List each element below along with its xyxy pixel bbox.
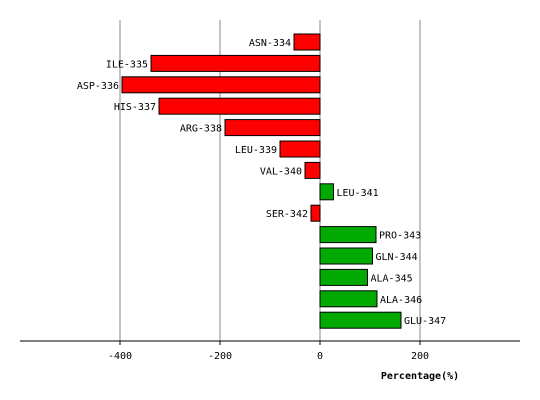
- x-tick-label: 0: [317, 351, 323, 362]
- grid-lines: [119, 20, 421, 341]
- bar: [319, 226, 377, 244]
- bar: [319, 311, 402, 329]
- bar-label: HIS-337: [114, 102, 156, 113]
- bar: [279, 140, 321, 158]
- bar: [319, 290, 378, 308]
- x-axis-ticks: -400 -200 0 200: [108, 341, 429, 362]
- bar-label: PRO-343: [379, 231, 421, 242]
- bar-label: VAL-340: [260, 166, 302, 177]
- bar: [224, 119, 321, 137]
- bar: [310, 204, 321, 222]
- bar-label: ASP-336: [77, 81, 119, 92]
- bar-label: LEU-341: [337, 188, 379, 199]
- bar: [304, 161, 321, 179]
- bar-label: ARG-338: [180, 124, 222, 135]
- bar: [150, 54, 321, 72]
- x-tick-label: 200: [411, 351, 429, 362]
- bar-label: GLU-347: [404, 316, 446, 327]
- bar: [319, 183, 334, 201]
- bar-label: ASN-334: [249, 38, 291, 49]
- bar-label: ALA-346: [380, 295, 422, 306]
- bar: [319, 247, 373, 265]
- bar: [121, 76, 321, 94]
- bar-label: LEU-339: [235, 145, 277, 156]
- bar-label: SER-342: [266, 209, 308, 220]
- bar-labels: ASN-334 ILE-335 ASP-336 HIS-337 ARG-338 LEU-3…: [77, 38, 446, 327]
- x-tick-label: -400: [108, 351, 132, 362]
- bar: [158, 97, 321, 115]
- bar-label: ALA-345: [371, 273, 413, 284]
- bar: [293, 33, 321, 51]
- bar: [319, 268, 368, 286]
- x-axis-title: Percentage(%): [381, 371, 459, 382]
- bars: [121, 33, 402, 329]
- x-tick-label: -200: [208, 351, 232, 362]
- bar-label: ILE-335: [106, 59, 148, 70]
- bar-label: GLN-344: [376, 252, 418, 263]
